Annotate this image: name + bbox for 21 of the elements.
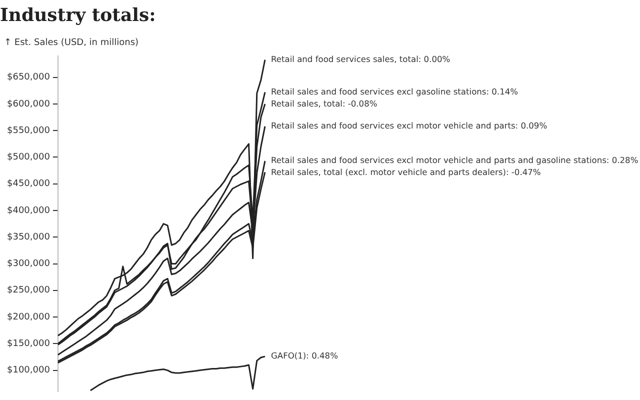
y-tick-label: $100,000 <box>6 366 50 376</box>
y-tick-label: $400,000 <box>6 206 50 216</box>
y-tick-label: $150,000 <box>6 339 50 349</box>
y-tick-label: $250,000 <box>6 286 50 296</box>
y-tick-label: $200,000 <box>6 312 50 322</box>
series-label: Retail sales and food services excl motor vehicle and parts and gasoline stations: 0.28% <box>271 155 638 166</box>
y-axis-title: ↑ Est. Sales (USD, in millions) <box>4 38 139 48</box>
series-label: Retail sales and food services excl gasoline stations: 0.14% <box>271 86 518 96</box>
y-tick-label: $300,000 <box>6 259 50 270</box>
series-label: Retail sales and food services excl motor vehicle and parts: 0.09% <box>271 120 548 130</box>
y-tick-label: $650,000 <box>6 72 50 83</box>
series-label: GAFO(1): 0.48% <box>271 350 338 361</box>
y-tick-label: $350,000 <box>6 232 50 242</box>
y-tick-label: $550,000 <box>6 126 50 136</box>
y-tick-label: $600,000 <box>6 99 50 110</box>
y-tick-label: $500,000 <box>6 152 50 163</box>
y-tick-label: $450,000 <box>6 179 50 190</box>
series-label: Retail sales, total (excl. motor vehicle and parts dealers): -0.47% <box>271 167 541 178</box>
series-label: Retail and food services sales, total: 0.00% <box>271 54 450 64</box>
chart-title: Industry totals: <box>0 4 157 28</box>
series-label: Retail sales, total: -0.08% <box>271 98 378 108</box>
